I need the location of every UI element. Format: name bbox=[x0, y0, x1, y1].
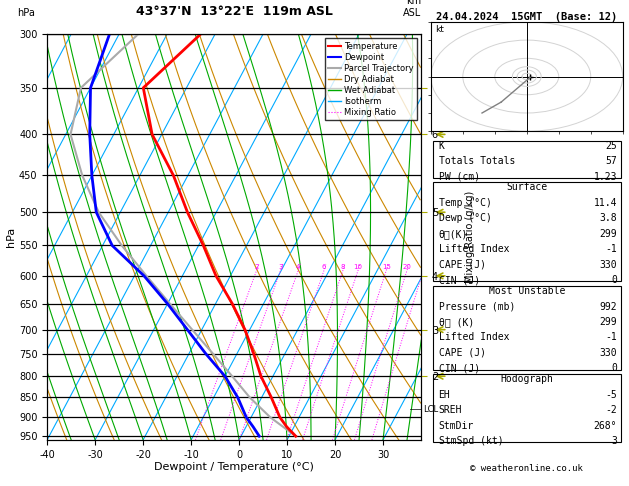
Text: 0: 0 bbox=[611, 275, 617, 285]
Text: Temp (°C): Temp (°C) bbox=[438, 198, 491, 208]
Text: 299: 299 bbox=[599, 229, 617, 239]
Text: PW (cm): PW (cm) bbox=[438, 172, 480, 182]
Text: 992: 992 bbox=[599, 301, 617, 312]
Text: Most Unstable: Most Unstable bbox=[489, 286, 565, 296]
Text: kt: kt bbox=[435, 25, 443, 34]
Text: -1: -1 bbox=[605, 332, 617, 343]
Text: K: K bbox=[438, 141, 445, 151]
Text: 20: 20 bbox=[403, 264, 411, 270]
Text: Lifted Index: Lifted Index bbox=[438, 332, 509, 343]
Text: 11.4: 11.4 bbox=[593, 198, 617, 208]
Legend: Temperature, Dewpoint, Parcel Trajectory, Dry Adiabat, Wet Adiabat, Isotherm, Mi: Temperature, Dewpoint, Parcel Trajectory… bbox=[325, 38, 417, 121]
Text: Lifted Index: Lifted Index bbox=[438, 244, 509, 254]
Text: 15: 15 bbox=[382, 264, 391, 270]
Text: 299: 299 bbox=[599, 317, 617, 327]
Text: CIN (J): CIN (J) bbox=[438, 275, 480, 285]
Text: -2: -2 bbox=[605, 405, 617, 415]
Text: Hodograph: Hodograph bbox=[500, 374, 554, 384]
Text: StmDir: StmDir bbox=[438, 420, 474, 431]
Text: Mixing Ratio (g/kg): Mixing Ratio (g/kg) bbox=[465, 191, 475, 283]
Text: 2: 2 bbox=[255, 264, 259, 270]
Text: 3.8: 3.8 bbox=[599, 213, 617, 224]
Text: CIN (J): CIN (J) bbox=[438, 364, 480, 373]
Text: 3: 3 bbox=[279, 264, 283, 270]
Text: hPa: hPa bbox=[17, 8, 35, 18]
Text: 57: 57 bbox=[605, 156, 617, 166]
Text: SREH: SREH bbox=[438, 405, 462, 415]
Text: 10: 10 bbox=[353, 264, 363, 270]
Text: CAPE (J): CAPE (J) bbox=[438, 260, 486, 270]
X-axis label: Dewpoint / Temperature (°C): Dewpoint / Temperature (°C) bbox=[154, 462, 314, 472]
Text: © weatheronline.co.uk: © weatheronline.co.uk bbox=[470, 464, 583, 473]
Text: 3: 3 bbox=[611, 436, 617, 446]
Text: km
ASL: km ASL bbox=[403, 0, 421, 18]
Text: 24.04.2024  15GMT  (Base: 12): 24.04.2024 15GMT (Base: 12) bbox=[436, 12, 618, 22]
Text: 43°37'N  13°22'E  119m ASL: 43°37'N 13°22'E 119m ASL bbox=[136, 5, 333, 18]
Text: Dewp (°C): Dewp (°C) bbox=[438, 213, 491, 224]
Text: Surface: Surface bbox=[506, 182, 547, 192]
Text: CAPE (J): CAPE (J) bbox=[438, 348, 486, 358]
Text: 6: 6 bbox=[322, 264, 326, 270]
Bar bbox=[433, 374, 621, 442]
Text: 268°: 268° bbox=[593, 420, 617, 431]
Text: 1.23: 1.23 bbox=[593, 172, 617, 182]
Bar bbox=[433, 141, 621, 178]
Text: 330: 330 bbox=[599, 348, 617, 358]
Text: θᴇ(K): θᴇ(K) bbox=[438, 229, 468, 239]
Text: -5: -5 bbox=[605, 390, 617, 399]
Y-axis label: hPa: hPa bbox=[6, 227, 16, 247]
Text: 0: 0 bbox=[611, 364, 617, 373]
Bar bbox=[433, 286, 621, 369]
Text: Totals Totals: Totals Totals bbox=[438, 156, 515, 166]
Text: 330: 330 bbox=[599, 260, 617, 270]
Text: EH: EH bbox=[438, 390, 450, 399]
Text: 8: 8 bbox=[341, 264, 345, 270]
Text: Pressure (mb): Pressure (mb) bbox=[438, 301, 515, 312]
Bar bbox=[433, 182, 621, 281]
Text: 4: 4 bbox=[296, 264, 301, 270]
Text: StmSpd (kt): StmSpd (kt) bbox=[438, 436, 503, 446]
Text: LCL: LCL bbox=[423, 405, 438, 414]
Text: θᴇ (K): θᴇ (K) bbox=[438, 317, 474, 327]
Text: 25: 25 bbox=[605, 141, 617, 151]
Text: -1: -1 bbox=[605, 244, 617, 254]
